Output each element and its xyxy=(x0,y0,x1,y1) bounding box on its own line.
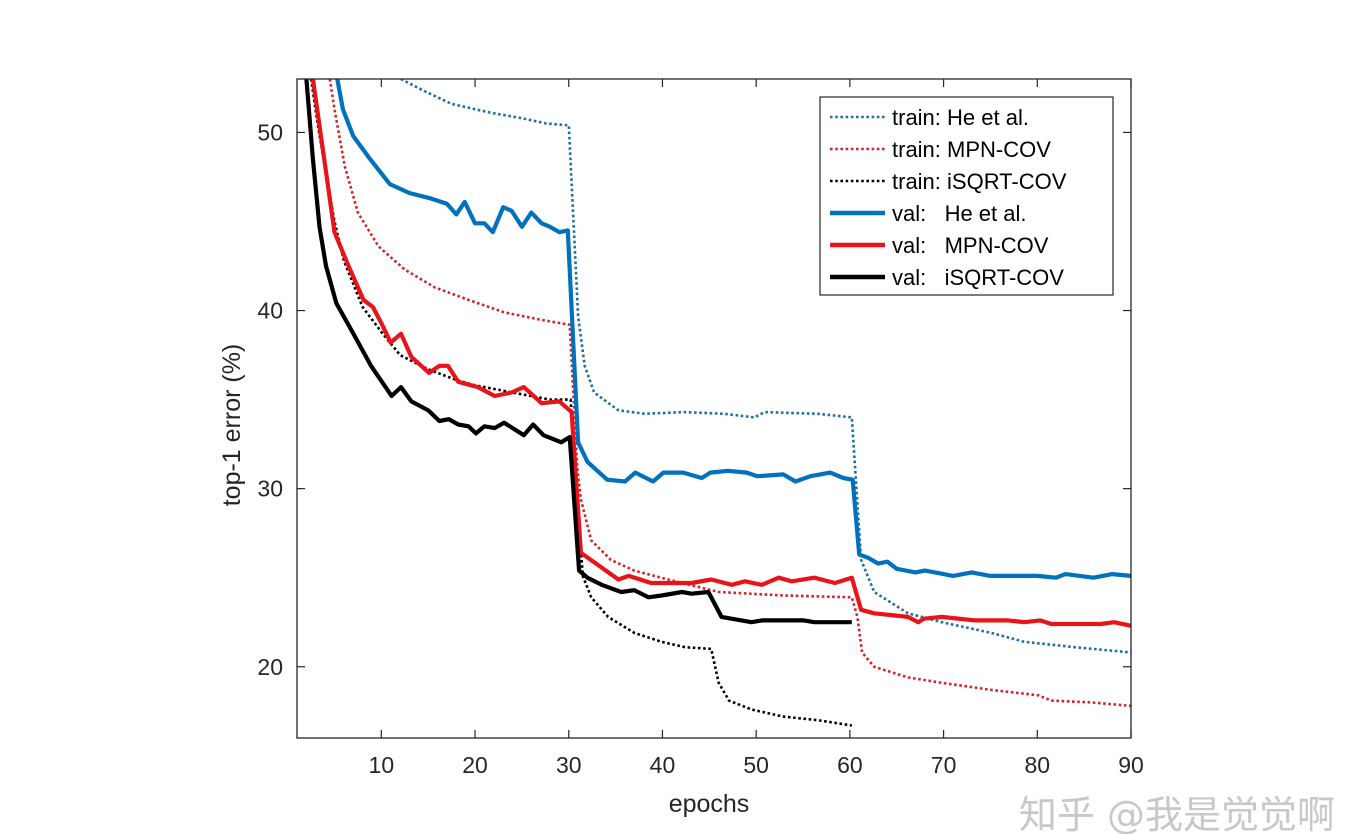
x-tick-label: 90 xyxy=(1118,752,1144,778)
legend-label-5: val: iSQRT-COV xyxy=(892,265,1064,290)
y-tick-label: 50 xyxy=(257,119,283,145)
legend: train: He et al. train: MPN-COV train: iSQ… xyxy=(819,96,1114,296)
legend-label-1: train: MPN-COV xyxy=(892,137,1051,162)
x-tick-label: 10 xyxy=(369,752,395,778)
x-tick-label: 30 xyxy=(556,752,582,778)
y-axis-label: top-1 error (%) xyxy=(218,344,246,507)
series-line-3 xyxy=(335,79,1131,580)
series-line-0 xyxy=(400,79,1131,654)
legend-label-4: val: MPN-COV xyxy=(892,233,1049,258)
series-line-4 xyxy=(310,79,1131,628)
legend-box xyxy=(819,96,1114,296)
x-tick-label: 70 xyxy=(931,752,957,778)
series-line-2 xyxy=(309,79,853,727)
x-tick-label: 60 xyxy=(837,752,863,778)
watermark: 知乎 @我是觉觉啊 xyxy=(1019,793,1335,834)
y-tick-label: 40 xyxy=(257,298,283,324)
legend-label-2: train: iSQRT-COV xyxy=(892,169,1067,194)
series-line-5 xyxy=(304,79,852,625)
plot-frame xyxy=(296,78,1132,739)
plot-lines xyxy=(304,79,1131,727)
x-tick-label: 20 xyxy=(462,752,488,778)
x-tick-label: 40 xyxy=(650,752,676,778)
axis-ticks: 10 20 30 40 50 60 70 80 90 20 30 40 50 xyxy=(257,79,1144,778)
y-tick-label: 20 xyxy=(257,654,283,680)
x-axis-label: epochs xyxy=(669,790,750,818)
x-tick-label: 80 xyxy=(1024,752,1050,778)
series-line-1 xyxy=(328,79,1131,708)
legend-label-3: val: He et al. xyxy=(892,201,1027,226)
x-tick-label: 50 xyxy=(743,752,769,778)
legend-label-0: train: He et al. xyxy=(892,105,1029,130)
y-tick-label: 30 xyxy=(257,476,283,502)
